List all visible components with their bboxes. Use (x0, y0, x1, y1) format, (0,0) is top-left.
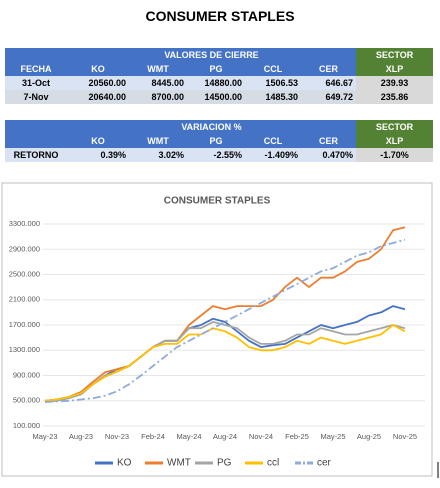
cell: 1506.53 (245, 76, 301, 90)
column-header: WMT (129, 134, 187, 148)
column-header: KO (67, 134, 129, 148)
column-header: PG (187, 134, 245, 148)
y-tick-label: 500.000 (13, 396, 40, 405)
column-header: CCL (245, 62, 301, 76)
cell: -1.409% (245, 148, 301, 162)
x-tick-label: May-23 (32, 432, 57, 441)
sector-header: SECTOR (356, 120, 434, 134)
cell: 0.39% (67, 148, 129, 162)
cell: 14880.00 (187, 76, 245, 90)
x-tick-label: Aug-24 (213, 432, 237, 441)
legend-label: cer (317, 458, 332, 469)
x-tick-label: Nov-25 (393, 432, 417, 441)
cell: 0.470% (301, 148, 357, 162)
cell: 20640.00 (67, 90, 129, 104)
column-header: FECHA (5, 62, 67, 76)
cell: 239.93 (356, 76, 434, 90)
y-tick-label: 900.000 (13, 370, 40, 379)
column-header: CER (301, 62, 357, 76)
cell: 14500.00 (187, 90, 245, 104)
column-header: CCL (245, 134, 301, 148)
cell: 8445.00 (129, 76, 187, 90)
y-tick-label: 2900.000 (9, 244, 40, 253)
column-header: XLP (356, 134, 434, 148)
cell: -1.70% (356, 148, 434, 162)
x-tick-label: Feb-25 (285, 432, 309, 441)
y-tick-label: 2100.000 (9, 295, 40, 304)
chart: CONSUMER STAPLES 100.000 500.000 900.000 13… (1, 182, 439, 478)
cell: RETORNO (5, 148, 67, 162)
legend-label: PG (217, 458, 232, 469)
cell: 235.86 (356, 90, 434, 104)
return-table: VARIACION % SECTOR KO WMT PG CCL CER XLP … (5, 120, 434, 162)
sector-header: SECTOR (356, 48, 434, 62)
x-tick-label: May-24 (176, 432, 201, 441)
y-tick-label: 100.000 (13, 421, 40, 430)
column-header: PG (187, 62, 245, 76)
y-tick-label: 3300.000 (9, 219, 40, 228)
page-title: CONSUMER STAPLES (145, 8, 295, 24)
cell: 1485.30 (245, 90, 301, 104)
y-tick-label: 1300.000 (9, 345, 40, 354)
cell: 7-Nov (5, 90, 67, 104)
cell: 649.72 (301, 90, 357, 104)
series-line (44, 226, 406, 402)
cell: 31-Oct (5, 76, 67, 90)
column-header: WMT (129, 62, 187, 76)
y-tick-label: 1700.000 (9, 320, 40, 329)
group-header: VALORES DE CIERRE (67, 48, 357, 62)
x-tick-label: Nov-24 (249, 432, 273, 441)
cell: 646.67 (301, 76, 357, 90)
x-tick-label: Aug-23 (69, 432, 93, 441)
x-tick-label: Nov-23 (105, 432, 129, 441)
column-header: CER (301, 134, 357, 148)
legend-label: KO (117, 458, 132, 469)
column-header: XLP (356, 62, 434, 76)
cell: 8700.00 (129, 90, 187, 104)
y-tick-label: 2500.000 (9, 270, 40, 279)
series-line (44, 324, 406, 402)
closing-table: VALORES DE CIERRE SECTOR FECHA KO WMT PG … (5, 48, 434, 104)
column-header: KO (67, 62, 129, 76)
series-line (44, 321, 406, 403)
legend-label: WMT (167, 458, 191, 469)
x-tick-label: Aug-25 (357, 432, 381, 441)
legend-label: ccl (267, 458, 279, 469)
cell: 3.02% (129, 148, 187, 162)
cell: -2.55% (187, 148, 245, 162)
x-tick-label: May-25 (320, 432, 345, 441)
cell: 20560.00 (67, 76, 129, 90)
x-tick-label: Feb-24 (141, 432, 165, 441)
series-line (44, 238, 406, 403)
chart-title: CONSUMER STAPLES (164, 196, 271, 207)
group-header: VARIACION % (67, 120, 357, 134)
